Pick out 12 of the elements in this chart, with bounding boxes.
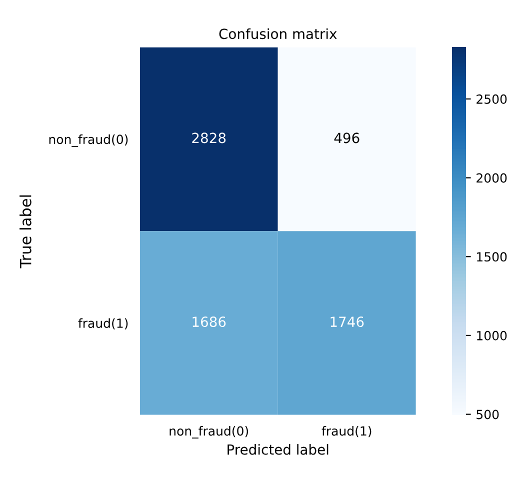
data-label: 496 — [334, 132, 360, 144]
chart-title: Confusion matrix — [219, 28, 337, 40]
color-bar-label: 2000 — [476, 173, 507, 183]
color-bar-label: 2500 — [476, 94, 507, 104]
color-bar-label: 1500 — [477, 252, 507, 262]
data-label: 1686 — [192, 316, 226, 328]
x-axis-title: Predicted label — [228, 444, 328, 455]
data-label: 1746 — [330, 316, 364, 328]
y-axis-title: True label — [20, 195, 32, 268]
data-label: 2828 — [192, 132, 226, 144]
color-bar-label: 500 — [476, 410, 499, 420]
color-bar-label: 1000 — [477, 330, 507, 340]
